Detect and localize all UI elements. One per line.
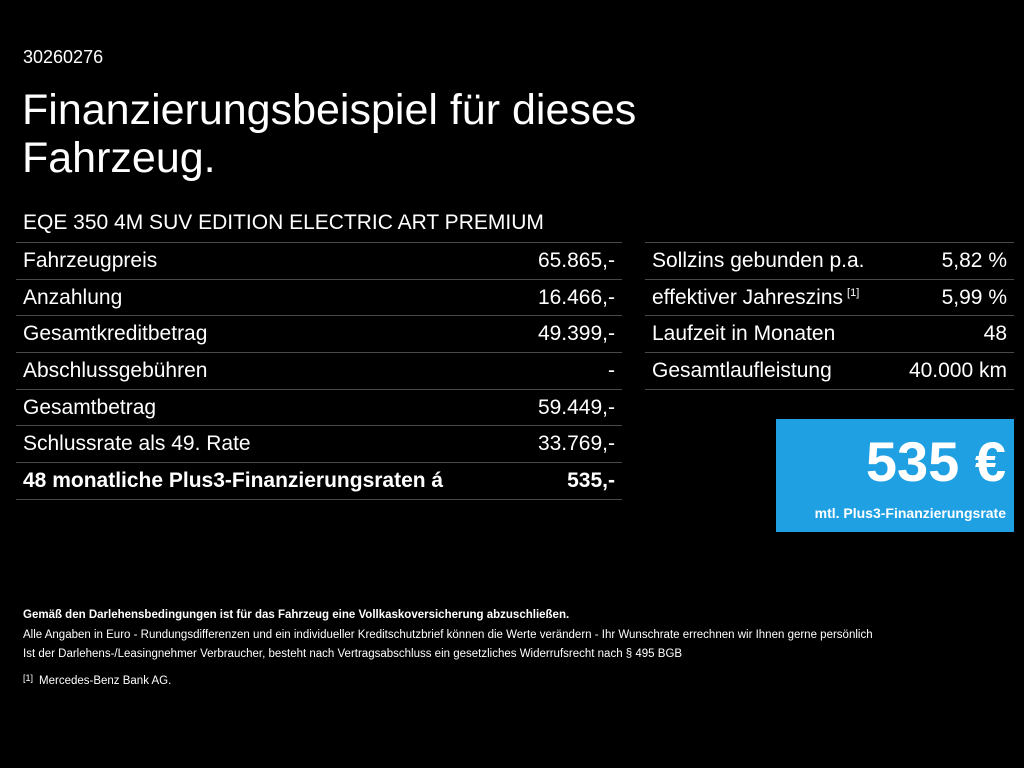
table-row: Gesamtlaufleistung 40.000 km xyxy=(645,353,1014,390)
row-value: 535,- xyxy=(567,468,615,492)
row-label-wrap: effektiver Jahreszins [1] xyxy=(652,286,859,310)
row-label: Gesamtkreditbetrag xyxy=(23,322,208,346)
row-label: 48 monatliche Plus3-Finanzierungsraten á xyxy=(23,468,444,492)
table-row: effektiver Jahreszins [1] 5,99 % xyxy=(645,280,1014,317)
row-value: 16.466,- xyxy=(537,285,615,309)
row-label: Gesamtbetrag xyxy=(23,395,157,419)
table-row: Anzahlung 16.466,- xyxy=(16,280,622,317)
footnote-marker: [1] xyxy=(847,286,860,299)
monthly-rate-caption: mtl. Plus3-Finanzierungsrate xyxy=(814,505,1006,521)
table-row: Gesamtkreditbetrag 49.399,- xyxy=(16,316,622,354)
row-label: Fahrzeugpreis xyxy=(23,248,158,272)
row-value: 40.000 km xyxy=(908,358,1007,382)
row-label: effektiver Jahreszins xyxy=(652,285,844,309)
table-row: Fahrzeugpreis 65.865,- xyxy=(16,243,622,280)
interest-table: Sollzins gebunden p.a. 5,82 % effektiver… xyxy=(645,242,1014,390)
row-value: 33.769,- xyxy=(537,432,615,456)
vehicle-model: EQE 350 4M SUV EDITION ELECTRIC ART PREM… xyxy=(23,211,544,234)
withdrawal-note: Ist der Darlehens-/Leasingnehmer Verbrau… xyxy=(23,648,683,660)
table-row: Sollzins gebunden p.a. 5,82 % xyxy=(645,243,1014,280)
table-row-monthly-rate: 48 monatliche Plus3-Finanzierungsraten á… xyxy=(16,463,622,500)
page-title: Finanzierungsbeispiel für dieses Fahrzeu… xyxy=(22,86,637,182)
row-value: 5,99 % xyxy=(941,285,1007,309)
footnote-marker: [1] xyxy=(23,672,34,683)
row-value: 5,82 % xyxy=(941,248,1007,272)
table-row: Abschlussgebühren - xyxy=(16,353,622,390)
table-row: Schlussrate als 49. Rate 33.769,- xyxy=(16,426,622,464)
row-value: 48 xyxy=(983,322,1007,346)
table-row: Gesamtbetrag 59.449,- xyxy=(16,390,622,427)
monthly-rate-amount: 535 € xyxy=(865,430,1006,493)
row-label: Abschlussgebühren xyxy=(23,358,208,382)
legal-notes: Gemäß den Darlehensbedingungen ist für d… xyxy=(23,606,1013,691)
row-value: 49.399,- xyxy=(537,322,615,346)
row-label: Sollzins gebunden p.a. xyxy=(652,248,865,272)
row-label: Gesamtlaufleistung xyxy=(652,358,832,382)
table-row: Laufzeit in Monaten 48 xyxy=(645,316,1014,354)
row-value: 59.449,- xyxy=(537,395,615,419)
footnote: [1] Mercedes-Benz Bank AG. xyxy=(23,669,1013,692)
row-label: Anzahlung xyxy=(23,285,123,309)
row-value: 65.865,- xyxy=(537,248,615,272)
monthly-rate-box: 535 € mtl. Plus3-Finanzierungsrate xyxy=(776,419,1014,532)
row-label: Laufzeit in Monaten xyxy=(652,322,836,346)
footnote-text: Mercedes-Benz Bank AG. xyxy=(39,674,172,687)
row-value: - xyxy=(608,358,615,382)
insurance-note: Gemäß den Darlehensbedingungen ist für d… xyxy=(23,609,570,621)
disclaimer-line: Alle Angaben in Euro - Rundungsdifferenz… xyxy=(23,628,873,641)
reference-number: 30260276 xyxy=(23,47,104,67)
row-label: Schlussrate als 49. Rate xyxy=(23,432,251,456)
financing-table: Fahrzeugpreis 65.865,- Anzahlung 16.466,… xyxy=(16,242,622,500)
